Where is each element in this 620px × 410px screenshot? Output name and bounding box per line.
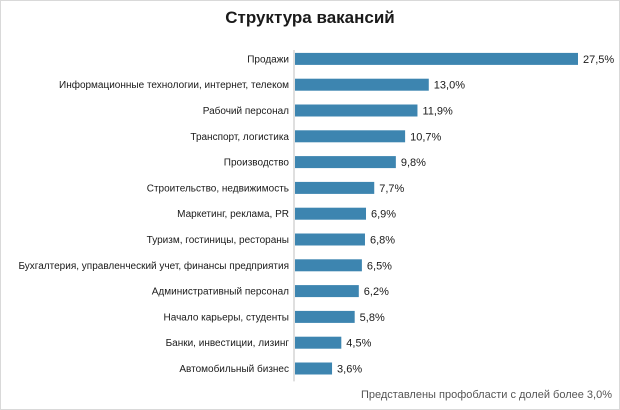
value-label: 7,7% bbox=[379, 183, 404, 195]
category-label: Бухгалтерия, управленческий учет, финанс… bbox=[18, 260, 289, 272]
bar bbox=[295, 362, 333, 375]
bar bbox=[295, 156, 396, 169]
bar bbox=[295, 259, 362, 272]
category-label: Производство bbox=[224, 158, 290, 169]
value-label: 3,6% bbox=[337, 364, 362, 376]
chart-title: Структура вакансий bbox=[225, 8, 395, 27]
bar bbox=[295, 104, 418, 117]
value-label: 6,8% bbox=[370, 235, 395, 247]
bar bbox=[295, 130, 406, 143]
value-label: 13,0% bbox=[434, 80, 465, 92]
category-label: Банки, инвестиции, лизинг bbox=[166, 338, 290, 349]
category-label: Транспорт, логистика bbox=[190, 132, 289, 143]
bar bbox=[295, 78, 429, 91]
bar bbox=[295, 233, 365, 246]
footnote: Представлены профобласти с долей более 3… bbox=[360, 389, 612, 401]
value-label: 6,5% bbox=[367, 260, 392, 272]
category-label: Рабочий персонал bbox=[203, 105, 289, 117]
bar bbox=[295, 310, 355, 323]
value-label: 5,8% bbox=[360, 312, 385, 324]
bar bbox=[295, 336, 342, 349]
value-label: 6,2% bbox=[364, 286, 389, 298]
value-label: 10,7% bbox=[410, 131, 441, 143]
bar bbox=[295, 285, 359, 298]
category-label: Информационные технологии, интернет, тел… bbox=[59, 79, 289, 91]
category-label: Строительство, недвижимость bbox=[147, 183, 289, 194]
category-label: Административный персонал bbox=[152, 287, 289, 298]
category-label: Начало карьеры, студенты bbox=[164, 312, 289, 323]
bar bbox=[295, 207, 367, 220]
category-label: Туризм, гостиницы, рестораны bbox=[147, 235, 289, 246]
value-label: 4,5% bbox=[346, 338, 371, 350]
value-label: 6,9% bbox=[371, 209, 396, 221]
category-label: Продажи bbox=[247, 54, 289, 65]
value-label: 9,8% bbox=[401, 157, 426, 169]
bar bbox=[295, 181, 375, 194]
value-label: 27,5% bbox=[583, 54, 614, 66]
category-label: Маркетинг, реклама, PR bbox=[177, 209, 289, 220]
value-label: 11,9% bbox=[422, 106, 453, 118]
bar bbox=[295, 52, 578, 65]
category-label: Автомобильный бизнес bbox=[179, 363, 289, 375]
